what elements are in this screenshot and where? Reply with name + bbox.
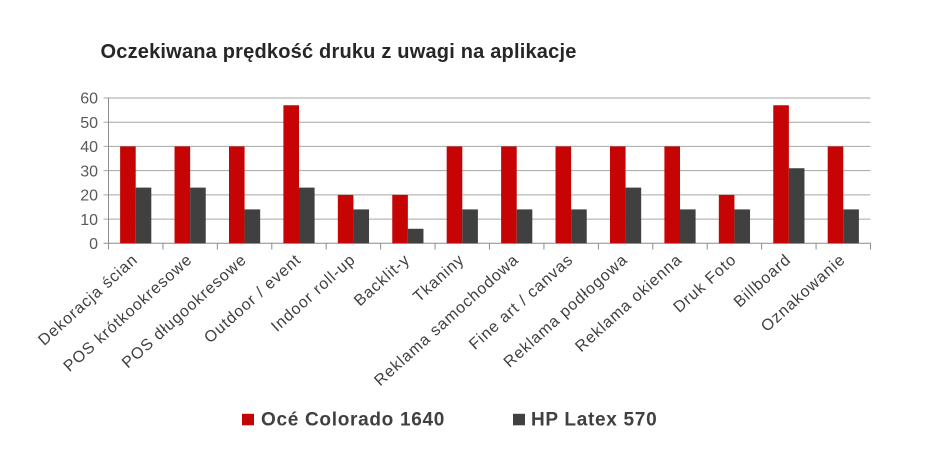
svg-text:10: 10 (80, 212, 98, 229)
svg-text:40: 40 (80, 139, 98, 156)
svg-text:Backlit-y: Backlit-y (351, 251, 413, 310)
svg-text:Outdoor / event: Outdoor / event (201, 251, 304, 346)
svg-text:HP Latex 570: HP Latex 570 (531, 410, 657, 431)
svg-text:Reklama okienna: Reklama okienna (572, 251, 685, 355)
svg-text:60: 60 (80, 91, 98, 108)
svg-text:Océ Colorado 1640: Océ Colorado 1640 (261, 410, 445, 431)
svg-text:20: 20 (80, 188, 98, 205)
svg-text:Oczekiwana prędkość druku z uw: Oczekiwana prędkość druku z uwagi na apl… (101, 41, 577, 63)
svg-text:0: 0 (89, 236, 98, 253)
svg-text:Dekoracja ścian: Dekoracja ścian (35, 251, 141, 349)
svg-text:50: 50 (80, 115, 98, 132)
svg-text:Fine art / canvas: Fine art / canvas (466, 251, 577, 353)
svg-text:30: 30 (80, 163, 98, 180)
